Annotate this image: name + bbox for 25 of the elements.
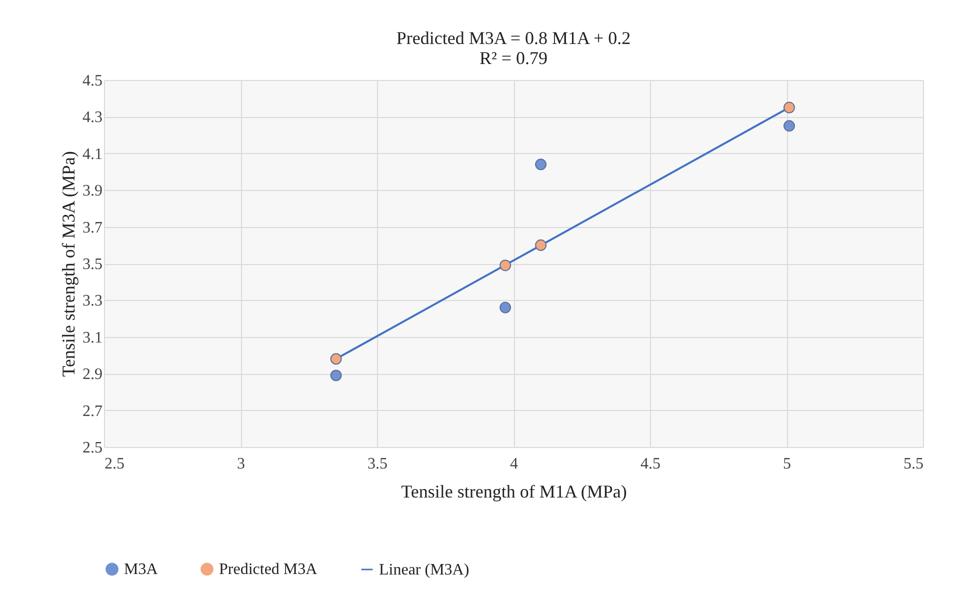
legend-label: M3A xyxy=(124,561,158,578)
x-tick-label: 4 xyxy=(510,456,518,472)
chart-title: Predicted M3A = 0.8 M1A + 0.2 xyxy=(396,28,631,48)
y-axis-title: Tensile strength of M3A (MPa) xyxy=(58,151,78,377)
y-tick-label: 4.3 xyxy=(82,109,102,126)
y-tick-label: 3.1 xyxy=(82,329,102,346)
x-tick-label: 2.5 xyxy=(104,456,124,472)
y-tick-label: 3.3 xyxy=(82,292,102,310)
x-axis-title: Tensile strength of M1A (MPa) xyxy=(401,482,627,502)
x-tick-label: 3 xyxy=(237,456,245,472)
y-tick-label: 2.7 xyxy=(82,402,102,420)
y-tick-label: 2.5 xyxy=(82,440,102,456)
y-tick-label: 4.5 xyxy=(82,72,102,90)
y-tick-label: 3.7 xyxy=(82,219,102,236)
x-tick-label: 5 xyxy=(783,456,791,472)
y-tick-label: 3.9 xyxy=(82,182,102,200)
chart-subtitle: R² = 0.79 xyxy=(479,48,548,68)
legend-label: Predicted M3A xyxy=(219,561,318,578)
legend-label: Linear (M3A) xyxy=(379,562,470,578)
y-tick-label: 3.5 xyxy=(82,256,102,273)
x-tick-label: 4.5 xyxy=(640,456,660,472)
x-tick-label: 3.5 xyxy=(368,456,388,472)
y-tick-label: 2.9 xyxy=(82,366,102,384)
y-tick-label: 4.1 xyxy=(82,146,102,163)
x-tick-label: 5.5 xyxy=(904,456,924,472)
